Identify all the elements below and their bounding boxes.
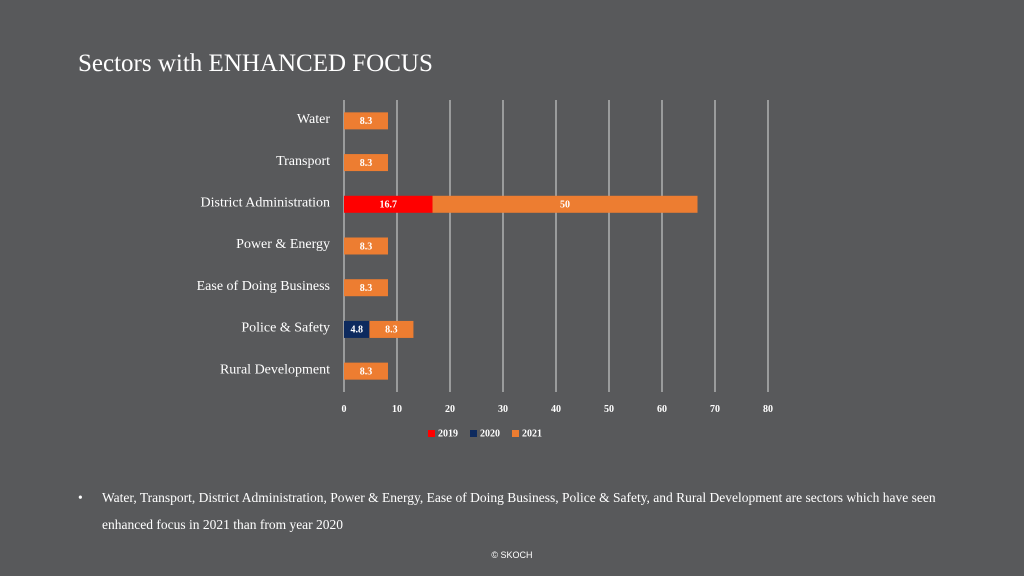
- data-label: 8.3: [360, 283, 373, 294]
- category-labels: Water Transport District Administration Pow…: [197, 112, 331, 377]
- bar-segment-2021: [369, 320, 414, 338]
- legend-swatch-2021: [512, 430, 519, 437]
- x-tick-label: 10: [392, 404, 402, 415]
- x-tick-label: 40: [551, 404, 561, 415]
- category-label: District Administration: [201, 196, 331, 211]
- bullet-text: Water, Transport, District Administratio…: [102, 490, 936, 532]
- footer-copyright: © SKOCH: [491, 550, 533, 560]
- data-label: 16.7: [380, 200, 398, 211]
- data-label: 8.3: [360, 158, 373, 169]
- x-tick-label: 30: [498, 404, 508, 415]
- category-label: Police & Safety: [241, 321, 330, 336]
- bar-segment-2021: [344, 237, 388, 255]
- x-tick-label: 50: [604, 404, 614, 415]
- x-tick-label: 60: [657, 404, 667, 415]
- bar-segment-2021: [344, 362, 388, 380]
- legend-swatch-2020: [470, 430, 477, 437]
- x-tick-label: 20: [445, 404, 455, 415]
- data-label: 8.3: [360, 241, 373, 252]
- category-label: Water: [297, 112, 330, 127]
- category-label: Transport: [276, 154, 330, 169]
- bullet-point: • Water, Transport, District Administrat…: [78, 484, 978, 538]
- bar-segment-2021: [344, 112, 388, 130]
- bar-segment-2021: [432, 195, 698, 213]
- chart-bars: 8.3 8.3 16.7 50 8.3 8.3 4.8 8.3 8.3: [344, 112, 698, 380]
- category-label: Ease of Doing Business: [197, 279, 330, 294]
- data-label: 8.3: [360, 116, 373, 127]
- bar-segment-2019: [344, 195, 433, 213]
- data-label: 8.3: [360, 366, 373, 377]
- legend-swatch-2019: [428, 430, 435, 437]
- stacked-bar-chart: 8.3 8.3 16.7 50 8.3 8.3 4.8 8.3 8.3 Water Transpo…: [197, 100, 774, 439]
- x-tick-label: 70: [710, 404, 720, 415]
- data-label: 8.3: [385, 325, 398, 336]
- category-label: Rural Development: [220, 362, 330, 377]
- x-tick-label: 80: [763, 404, 773, 415]
- data-label: 4.8: [350, 325, 363, 336]
- legend-label: 2020: [480, 428, 500, 439]
- bullet-symbol: •: [78, 490, 83, 505]
- x-axis-ticks: 0 10 20 30 40 50 60 70 80: [342, 404, 774, 415]
- bar-segment-2021: [344, 154, 388, 172]
- bar-segment-2020: [344, 320, 370, 338]
- slide-title: Sectors with ENHANCED FOCUS: [78, 50, 433, 77]
- category-label: Power & Energy: [236, 237, 330, 252]
- bar-segment-2021: [344, 279, 388, 297]
- chart-legend: 2019 2020 2021: [428, 428, 542, 439]
- legend-label: 2019: [438, 428, 458, 439]
- data-label: 50: [560, 200, 570, 211]
- x-tick-label: 0: [342, 404, 347, 415]
- legend-label: 2021: [522, 428, 542, 439]
- chart-gridlines: [343, 100, 769, 392]
